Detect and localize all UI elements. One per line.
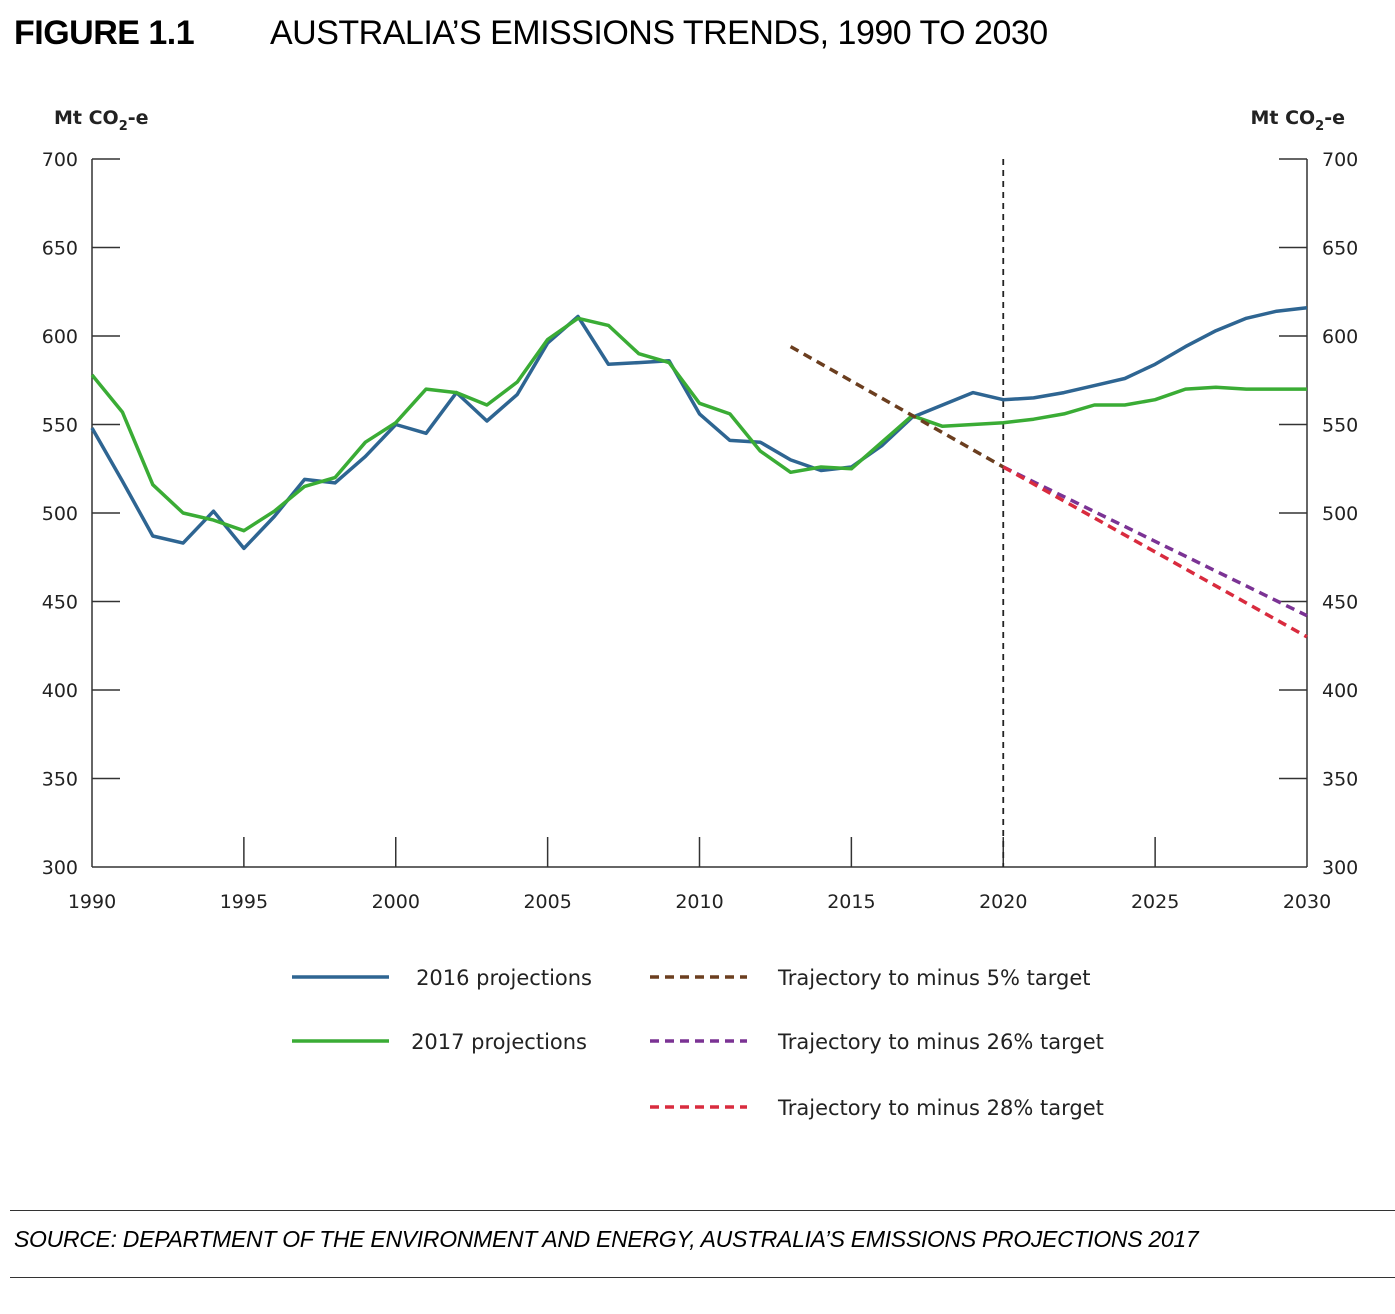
y-tick-label-right: 300	[1322, 857, 1358, 879]
y-axis-unit-left: Mt CO2-e	[54, 107, 149, 134]
x-tick-label: 2030	[1283, 891, 1331, 913]
y-tick-label-left: 350	[42, 769, 78, 791]
y-tick-label-right: 350	[1322, 769, 1358, 791]
y-tick-label-left: 650	[42, 238, 78, 260]
emissions-chart: 300 300 350 350 400 400 450 450 500 500 550 550 600 6…	[42, 107, 1359, 1120]
y-tick-label-right: 500	[1322, 503, 1358, 525]
x-tick-label: 1995	[220, 891, 268, 913]
x-tick-label: 2020	[979, 891, 1027, 913]
axes-layer: 300 300 350 350 400 400 450 450 500 500 550 550 600 6…	[42, 107, 1359, 913]
source-rule-top	[10, 1210, 1395, 1211]
x-tick-label: 2005	[523, 891, 571, 913]
x-tick-label: 2010	[675, 891, 723, 913]
y-tick-label-left: 450	[42, 592, 78, 614]
series-line-2	[90, 316, 1307, 533]
x-tick-label: 2015	[827, 891, 875, 913]
y-tick-label-left: 700	[42, 149, 78, 171]
y-tick-label-left: 400	[42, 680, 78, 702]
legend-label-4: Trajectory to minus 26% target	[777, 1030, 1104, 1054]
source-note: SOURCE: DEPARTMENT OF THE ENVIRONMENT AN…	[14, 1226, 1199, 1252]
legend-label-3: Trajectory to minus 5% target	[777, 966, 1091, 990]
legend: 2016 projections 2017 projections Trajecto…	[292, 966, 1104, 1120]
legend-label-2: 2017 projections	[411, 1030, 587, 1054]
figure-header: FIGURE 1.1 AUSTRALIA’S EMISSIONS TRENDS,…	[14, 14, 1048, 58]
series-line-5	[1002, 465, 1308, 639]
series-layer	[90, 305, 1308, 639]
legend-label-5: Trajectory to minus 28% target	[777, 1096, 1104, 1120]
x-tick-label: 2025	[1131, 891, 1179, 913]
source-rule-bottom	[10, 1277, 1395, 1278]
x-tick-label: 1990	[68, 891, 116, 913]
figure-title: AUSTRALIA’S EMISSIONS TRENDS, 1990 TO 20…	[270, 14, 1048, 52]
y-tick-label-right: 400	[1322, 680, 1358, 702]
x-tick-label: 2000	[372, 891, 420, 913]
series-line-3	[789, 345, 1005, 469]
figure-number: FIGURE 1.1	[14, 14, 195, 52]
y-tick-label-right: 450	[1322, 592, 1358, 614]
legend-label-1: 2016 projections	[416, 966, 592, 990]
y-axis-unit-right: Mt CO2-e	[1250, 107, 1345, 134]
y-tick-label-left: 300	[42, 857, 78, 879]
series-line-4	[1002, 465, 1308, 618]
y-tick-label-right: 600	[1322, 326, 1358, 348]
y-tick-label-right: 550	[1322, 415, 1358, 437]
y-tick-label-left: 500	[42, 503, 78, 525]
y-tick-label-left: 600	[42, 326, 78, 348]
y-tick-label-right: 650	[1322, 238, 1358, 260]
y-tick-label-left: 550	[42, 415, 78, 437]
y-tick-label-right: 700	[1322, 149, 1358, 171]
series-line-1	[90, 305, 1308, 551]
